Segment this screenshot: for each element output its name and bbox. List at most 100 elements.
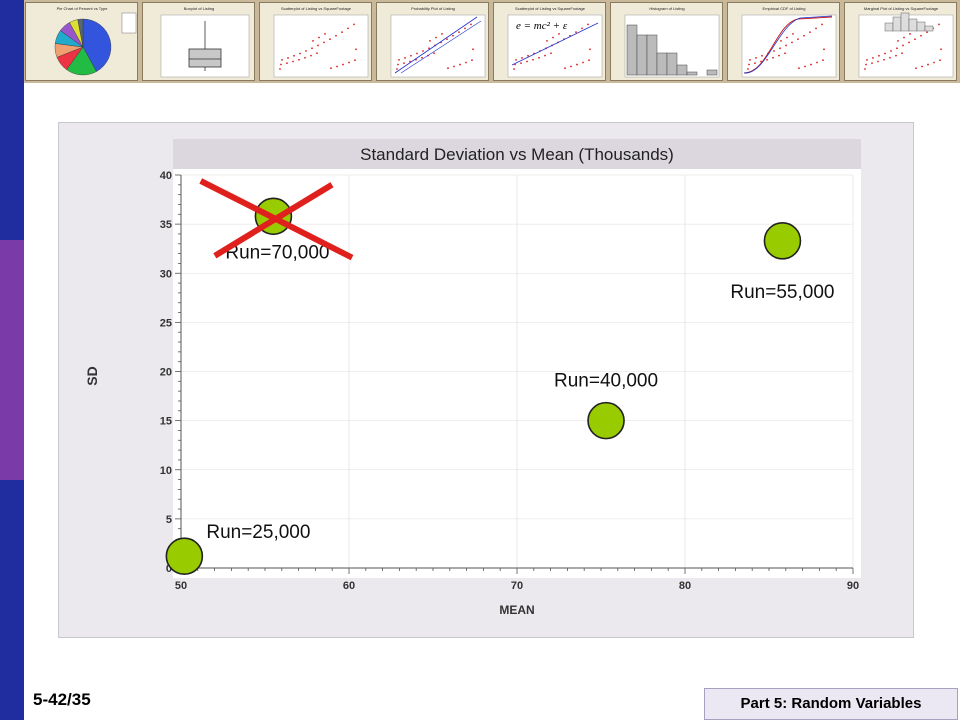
- mini-point: [287, 57, 289, 59]
- title-band: [173, 139, 861, 169]
- hist-bar: [626, 24, 638, 76]
- thumbnail-title: Marginal Plot of Listing vs SquareFootag…: [864, 6, 939, 11]
- mini-point: [589, 48, 591, 51]
- y-tick-label: 25: [160, 317, 172, 329]
- mini-point: [446, 38, 448, 41]
- mini-point: [429, 39, 431, 42]
- mini-point: [575, 31, 577, 34]
- mini-point: [914, 38, 916, 41]
- mini-point: [779, 47, 781, 50]
- mini-point: [588, 59, 590, 62]
- mini-point: [823, 48, 825, 51]
- mini-point: [792, 33, 794, 35]
- mini-point: [464, 27, 466, 30]
- mini-point: [341, 31, 343, 34]
- mini-point: [895, 54, 897, 57]
- thumbnail-strip: Pie Chart of Percent vs Type Boxplot of L…: [24, 0, 960, 83]
- mini-point: [398, 58, 400, 61]
- x-tick-label: 70: [511, 580, 523, 592]
- point-label: Run=55,000: [730, 282, 834, 303]
- mini-point: [330, 67, 332, 70]
- chart-frame: Standard Deviation vs Mean (Thousands) 50…: [58, 122, 914, 638]
- thumbnail-regression: Scatterplot of Listing vs SquareFootage e…: [493, 2, 606, 81]
- mini-point: [416, 52, 418, 55]
- mini-point: [546, 39, 548, 42]
- mini-point: [784, 52, 786, 55]
- thumbnail-graphic: Scatterplot of Listing vs SquareFootage e…: [507, 6, 603, 78]
- mini-point: [755, 57, 757, 59]
- thumbnail-graphic: Probability Plot of Listing: [390, 6, 486, 78]
- mini-point: [293, 54, 295, 57]
- y-tick-label: 5: [166, 514, 172, 526]
- mini-point: [822, 59, 824, 62]
- mini-point: [428, 47, 430, 50]
- mini-point: [871, 62, 873, 64]
- mini-point: [940, 48, 942, 51]
- data-point: [763, 222, 802, 260]
- marginal-bar: [924, 25, 934, 32]
- mini-point: [927, 63, 929, 66]
- mini-point: [544, 54, 546, 57]
- mini-plot-area: [273, 14, 369, 78]
- hist-bar: [636, 34, 648, 76]
- mini-point: [316, 52, 318, 55]
- mini-point: [286, 62, 288, 64]
- thumbnail-scatter: Scatterplot of Listing vs SquareFootage: [259, 2, 372, 81]
- mini-point: [397, 63, 399, 66]
- mini-point: [866, 58, 868, 61]
- mini-point: [421, 56, 423, 59]
- mini-point: [552, 36, 554, 39]
- mini-point: [747, 68, 749, 70]
- mini-point: [298, 58, 300, 61]
- x-tick-label: 80: [679, 580, 691, 592]
- mini-point: [883, 58, 885, 61]
- mini-point: [915, 67, 917, 70]
- mini-point: [803, 34, 805, 37]
- mini-point: [312, 39, 314, 42]
- thumbnail-cdf: Empirical CDF of Listing: [727, 2, 840, 81]
- mini-point: [403, 62, 405, 64]
- thumbnail-graphic: Marginal Plot of Listing vs SquareFootag…: [858, 6, 954, 78]
- mini-point: [435, 36, 437, 39]
- x-tick-label: 90: [847, 580, 859, 592]
- mini-point: [441, 33, 443, 35]
- box-body: [188, 48, 222, 68]
- mini-point: [447, 67, 449, 70]
- left-stripe-bottom: [0, 480, 24, 720]
- mini-point: [292, 60, 294, 63]
- mini-point: [433, 52, 435, 55]
- mini-point: [396, 68, 398, 70]
- mini-point: [513, 68, 515, 70]
- mini-point: [550, 52, 552, 55]
- mini-point: [458, 31, 460, 34]
- page-number: 5-42/35: [33, 690, 91, 709]
- mini-point: [872, 57, 874, 59]
- mini-point: [791, 41, 793, 44]
- mini-point: [558, 33, 560, 35]
- point-label: Run=25,000: [206, 522, 310, 543]
- mini-point: [532, 58, 534, 61]
- hist-bar: [686, 71, 698, 76]
- y-tick-label: 30: [160, 268, 172, 280]
- mini-point: [281, 58, 283, 61]
- mini-point: [816, 61, 818, 64]
- mini-point: [920, 34, 922, 37]
- pie-legend: [121, 12, 137, 34]
- mini-point: [877, 60, 879, 63]
- mini-point: [347, 27, 349, 30]
- y-tick-label: 40: [160, 170, 172, 182]
- mini-point: [299, 52, 301, 55]
- mini-point: [897, 39, 899, 42]
- mini-point: [305, 50, 307, 52]
- mini-point: [570, 65, 572, 68]
- mini-point: [749, 58, 751, 61]
- mini-point: [864, 68, 866, 70]
- marginal-bar: [884, 22, 894, 32]
- y-tick-label: 20: [160, 367, 172, 379]
- mini-point: [279, 68, 281, 70]
- mini-point: [354, 59, 356, 62]
- mini-point: [515, 58, 517, 61]
- chart-title: Standard Deviation vs Mean (Thousands): [360, 145, 674, 164]
- mini-point: [538, 56, 540, 59]
- mini-point: [878, 54, 880, 57]
